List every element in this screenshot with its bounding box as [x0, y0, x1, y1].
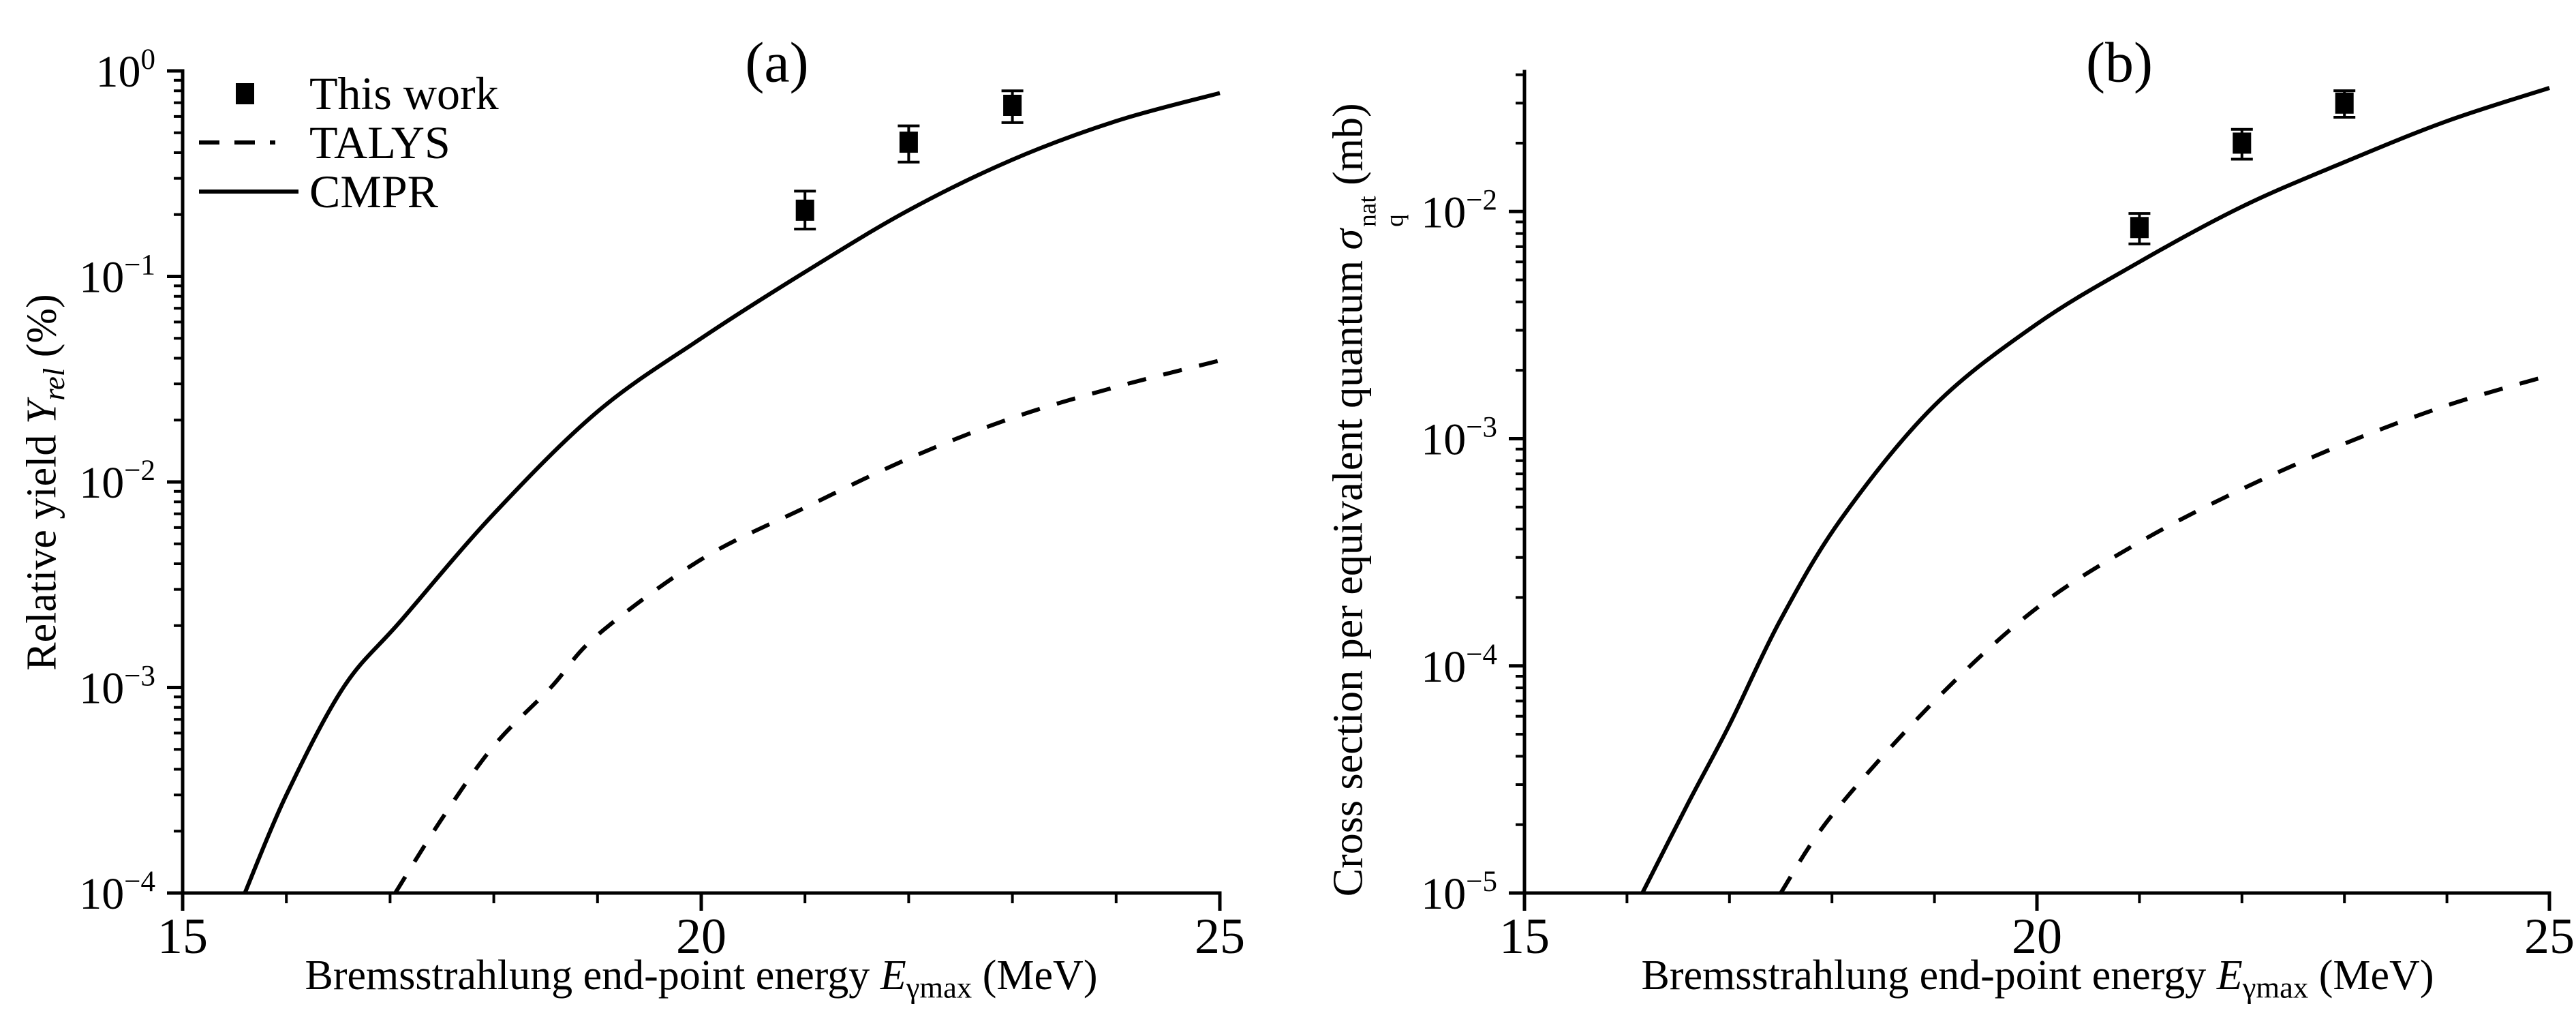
legend: This work TALYS CMPR: [198, 67, 499, 217]
x-axis-title-a-suffix: (MeV): [972, 952, 1098, 999]
x-axis-title-a-var: E: [880, 952, 906, 999]
curve-talys-a: [393, 358, 1221, 894]
x-axis-title-b-var: E: [2216, 952, 2243, 999]
y-tick-label-a: 10−4: [79, 866, 155, 919]
axis-frame-b: [1522, 70, 2551, 895]
panel-b-label: (b): [2086, 31, 2153, 95]
data-point-square-b: [2130, 217, 2149, 239]
y-axis-title-a-sub: rel: [36, 367, 71, 401]
y-tick-label-b: 10−5: [1421, 866, 1497, 919]
data-point-square-a: [1003, 94, 1022, 116]
legend-label-this-work: This work: [309, 67, 499, 119]
x-axis-title-a-sub: γmax: [906, 970, 972, 1005]
x-tick-label-b: 15: [1499, 909, 1550, 965]
legend-item-talys: TALYS: [198, 116, 499, 168]
data-point-square-b: [2335, 92, 2354, 114]
x-axis-title-b: Bremsstrahlung end-point energy Eγmax (M…: [1492, 952, 2576, 1003]
y-tick-label-b: 10−3: [1421, 412, 1497, 465]
legend-item-cmpr: CMPR: [198, 165, 499, 217]
solid-line-icon: [199, 190, 298, 194]
data-point-square-a: [795, 199, 814, 221]
dashed-line-icon: [199, 140, 298, 145]
x-tick-label-b: 20: [2012, 909, 2062, 965]
y-axis-title-a-suffix: (%): [18, 294, 65, 368]
x-axis-title-b-prefix: Bremsstrahlung end-point energy: [1641, 952, 2217, 999]
sigma-sub-sup-stack: nat q: [1354, 196, 1409, 227]
y-tick-label-a: 10−3: [79, 661, 155, 714]
y-tick-label-a: 10−2: [79, 455, 155, 508]
x-axis-title-a: Bremsstrahlung end-point energy Eγmax (M…: [156, 952, 1246, 1003]
y-tick-label-b: 10−2: [1421, 184, 1497, 237]
x-axis-title-b-suffix: (MeV): [2308, 952, 2434, 999]
x-tick-label-a: 20: [676, 909, 726, 965]
y-tick-label-a: 100: [96, 44, 156, 97]
legend-item-this-work: This work: [198, 67, 499, 119]
curve-talys-b: [1779, 373, 2550, 894]
curve-cmpr-b: [1640, 86, 2550, 894]
x-axis-title-a-prefix: Bremsstrahlung end-point energy: [305, 952, 880, 999]
x-axis-title-b-sub: γmax: [2242, 970, 2309, 1005]
y-axis-title-a-var: Y: [18, 400, 65, 425]
y-axis-title-b-suffix: (mb): [1325, 103, 1372, 196]
curve-cmpr-a: [243, 91, 1221, 894]
panel-a-label: (a): [745, 31, 809, 95]
legend-label-talys: TALYS: [309, 116, 450, 168]
y-axis-title-a: Relative yield Yrel (%): [18, 40, 71, 926]
y-axis-title-a-prefix: Relative yield: [18, 424, 65, 671]
y-axis-title-b-prefix: Cross section per equivalent quantum: [1325, 250, 1372, 897]
x-tick-label-a: 15: [157, 909, 208, 965]
data-point-square-a: [899, 132, 918, 153]
y-axis-title-b-sub: q: [1381, 214, 1409, 227]
y-tick-label-b: 10−4: [1421, 639, 1497, 692]
data-point-square-b: [2233, 132, 2252, 154]
x-tick-label-a: 25: [1195, 909, 1245, 965]
y-axis-title-b: Cross section per equivalent quantum σ na…: [1325, 19, 1409, 980]
x-tick-label-b: 25: [2524, 909, 2575, 965]
y-axis-title-b-sup: nat: [1354, 196, 1383, 227]
square-marker-icon: [236, 83, 254, 104]
legend-label-cmpr: CMPR: [309, 165, 438, 217]
y-tick-label-a: 10−1: [79, 250, 155, 303]
y-axis-title-b-var: σ: [1325, 228, 1372, 250]
